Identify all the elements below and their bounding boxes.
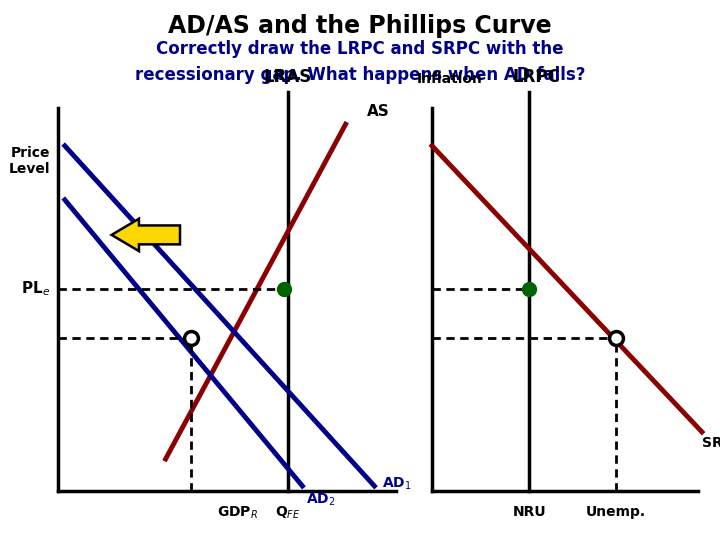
- Text: PL$_e$: PL$_e$: [22, 280, 50, 298]
- FancyArrow shape: [112, 219, 180, 251]
- Text: AS: AS: [367, 104, 390, 119]
- Text: NRU: NRU: [513, 505, 546, 519]
- Text: AD$_1$: AD$_1$: [382, 475, 411, 491]
- Text: SRPC: SRPC: [702, 436, 720, 450]
- Text: AD$_2$: AD$_2$: [306, 491, 336, 508]
- Text: Q$_{FE}$: Q$_{FE}$: [275, 505, 301, 521]
- Text: Inflation: Inflation: [417, 72, 483, 86]
- Text: Unemp.: Unemp.: [585, 505, 646, 519]
- Text: LRAS: LRAS: [264, 69, 312, 86]
- Text: AD/AS and the Phillips Curve: AD/AS and the Phillips Curve: [168, 14, 552, 37]
- Text: GDP$_R$: GDP$_R$: [217, 505, 258, 521]
- Text: Price
Level: Price Level: [9, 146, 50, 176]
- Text: LRPC: LRPC: [513, 69, 560, 86]
- Text: Correctly draw the LRPC and SRPC with the
recessionary gap. What happens when AD: Correctly draw the LRPC and SRPC with th…: [135, 40, 585, 84]
